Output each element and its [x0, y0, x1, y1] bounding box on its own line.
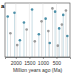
stem — [19, 40, 20, 57]
panel-label: a — [1, 3, 5, 9]
point — [31, 8, 34, 11]
stem — [55, 12, 56, 57]
stem — [34, 41, 35, 57]
stem — [67, 36, 68, 57]
stem — [32, 9, 33, 57]
point — [47, 30, 50, 33]
stem — [59, 28, 60, 57]
x-tick: 2000 — [11, 57, 22, 66]
stem — [63, 15, 64, 57]
point — [9, 32, 12, 35]
point — [13, 11, 16, 14]
x-tick: 500 — [53, 57, 62, 66]
point — [48, 42, 51, 45]
stem — [57, 46, 58, 57]
point — [61, 23, 64, 26]
x-tick-label: 1000 — [38, 60, 49, 66]
stem — [14, 13, 15, 57]
stem — [38, 34, 39, 57]
plot-area — [6, 7, 68, 57]
point — [51, 7, 54, 10]
stem — [26, 29, 27, 57]
stem — [7, 17, 8, 58]
point — [44, 17, 47, 20]
point — [57, 44, 60, 47]
stem — [45, 19, 46, 57]
point — [65, 9, 68, 12]
point — [38, 33, 41, 36]
stem — [65, 11, 66, 57]
stem — [49, 43, 50, 57]
stem — [23, 22, 24, 57]
stem — [52, 8, 53, 57]
stem — [17, 45, 18, 57]
point — [25, 28, 28, 31]
grid-line — [29, 3, 30, 57]
x-tick: 1000 — [38, 57, 49, 66]
point — [62, 14, 65, 17]
point — [54, 10, 57, 13]
x-tick-label: 1500 — [24, 60, 35, 66]
point — [66, 35, 69, 38]
stem — [10, 33, 11, 57]
x-tick-label: 500 — [53, 60, 62, 66]
point — [16, 44, 19, 47]
point — [6, 15, 9, 18]
stem — [61, 25, 62, 57]
chart: 200015001000 500 a Million years ago (Ma) — [0, 0, 75, 75]
x-tick-label: 2000 — [11, 60, 22, 66]
stem — [48, 31, 49, 57]
plot-frame — [5, 3, 70, 57]
x-tick: 1500 — [24, 57, 35, 66]
grid-line — [42, 3, 43, 57]
x-axis-title: Million years ago (Ma) — [13, 67, 63, 73]
point — [23, 21, 26, 24]
x-axis: 200015001000 500 — [6, 57, 71, 66]
point — [19, 39, 22, 42]
point — [33, 40, 36, 43]
stem — [41, 21, 42, 57]
point — [40, 20, 43, 23]
grid-line — [15, 3, 16, 57]
point — [58, 27, 61, 30]
